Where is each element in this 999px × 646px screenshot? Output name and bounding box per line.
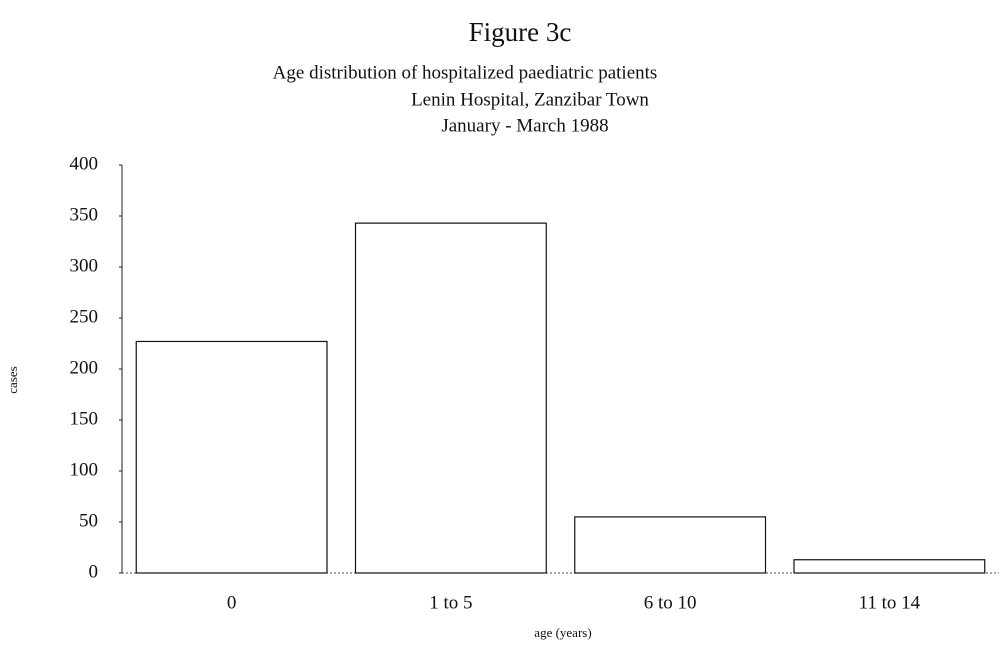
y-tick-label: 400 xyxy=(70,153,99,174)
chart-subtitle: Lenin Hospital, Zanzibar Town xyxy=(411,89,649,110)
bar xyxy=(135,340,328,574)
bar xyxy=(354,222,547,574)
y-tick-label: 250 xyxy=(70,306,99,327)
chart-subtitle: January - March 1988 xyxy=(441,115,608,136)
y-tick-label: 100 xyxy=(70,459,99,480)
y-tick-label: 300 xyxy=(70,255,99,276)
x-tick-label: 6 to 10 xyxy=(644,592,697,613)
y-axis-label: cases xyxy=(5,366,20,393)
x-tick-label: 0 xyxy=(227,592,237,613)
bar xyxy=(793,559,986,574)
x-tick-label: 1 to 5 xyxy=(429,592,472,613)
x-tick-label: 11 to 14 xyxy=(859,592,921,613)
y-tick-label: 0 xyxy=(89,561,99,582)
y-tick-label: 200 xyxy=(70,357,99,378)
y-tick-label: 350 xyxy=(70,204,99,225)
x-axis-label: age (years) xyxy=(534,625,591,640)
y-tick-label: 50 xyxy=(79,510,98,531)
chart-subtitle: Age distribution of hospitalized paediat… xyxy=(273,62,658,83)
y-tick-label: 150 xyxy=(70,408,99,429)
chart-title: Figure 3c xyxy=(469,17,572,47)
bar xyxy=(574,516,767,574)
